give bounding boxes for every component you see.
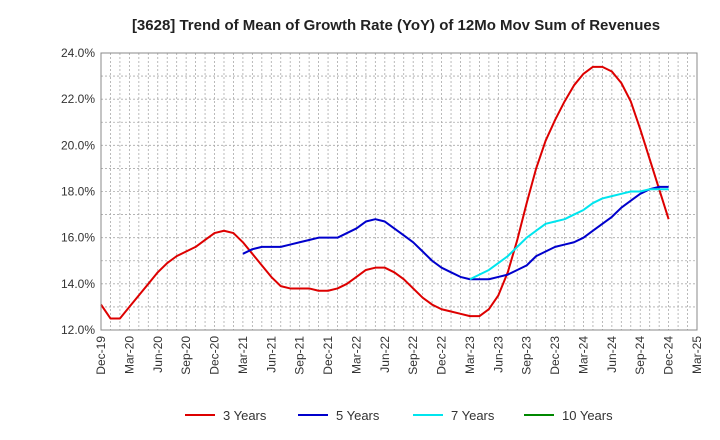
y-axis-ticks: 12.0% 14.0% 16.0% 18.0% 20.0% 22.0% 24.0%: [61, 46, 95, 337]
chart-title: [3628] Trend of Mean of Growth Rate (YoY…: [132, 17, 660, 34]
series-lines: [100, 65, 670, 320]
plot-frame: [100, 52, 698, 331]
x-tick-label: Dec-21: [321, 336, 335, 375]
y-tick-label: 20.0%: [61, 138, 95, 152]
x-tick-label: Mar-25: [690, 336, 704, 374]
series-line-5-years: [242, 185, 669, 281]
x-tick-label: Jun-24: [605, 336, 619, 373]
x-tick-label: Jun-21: [264, 336, 278, 373]
x-tick-label: Mar-20: [122, 336, 136, 374]
x-tick-label: Sep-21: [293, 336, 307, 375]
x-tick-label: Dec-24: [662, 336, 676, 375]
y-tick-label: 24.0%: [61, 46, 95, 60]
series-line-3-years: [100, 65, 670, 320]
x-tick-label: Dec-20: [208, 336, 222, 375]
legend: 3 Years 5 Years 7 Years 10 Years: [185, 408, 613, 423]
x-tick-label: Dec-19: [94, 336, 108, 375]
legend-label-5-years: 5 Years: [336, 408, 380, 423]
legend-label-10-years: 10 Years: [562, 408, 613, 423]
x-tick-label: Sep-24: [633, 336, 647, 375]
grid-lines: [101, 53, 697, 330]
legend-label-3-years: 3 Years: [223, 408, 267, 423]
x-tick-label: Mar-22: [349, 336, 363, 374]
x-tick-label: Jun-20: [151, 336, 165, 373]
x-tick-label: Jun-22: [378, 336, 392, 373]
y-tick-label: 18.0%: [61, 185, 95, 199]
x-tick-label: Mar-23: [463, 336, 477, 374]
y-tick-label: 16.0%: [61, 231, 95, 245]
x-axis-ticks: Dec-19 Mar-20 Jun-20 Sep-20 Dec-20 Mar-21 Jun-…: [94, 336, 704, 375]
x-tick-label: Dec-23: [548, 336, 562, 375]
y-tick-label: 12.0%: [61, 323, 95, 337]
x-tick-label: Sep-23: [520, 336, 534, 375]
x-tick-label: Dec-22: [435, 336, 449, 375]
x-tick-label: Sep-22: [406, 336, 420, 375]
x-tick-label: Mar-21: [236, 336, 250, 374]
x-tick-label: Mar-24: [576, 336, 590, 374]
y-tick-label: 14.0%: [61, 277, 95, 291]
y-tick-label: 22.0%: [61, 92, 95, 106]
x-tick-label: Sep-20: [179, 336, 193, 375]
series-line-7-years: [469, 188, 669, 281]
x-tick-label: Jun-23: [491, 336, 505, 373]
legend-label-7-years: 7 Years: [451, 408, 495, 423]
